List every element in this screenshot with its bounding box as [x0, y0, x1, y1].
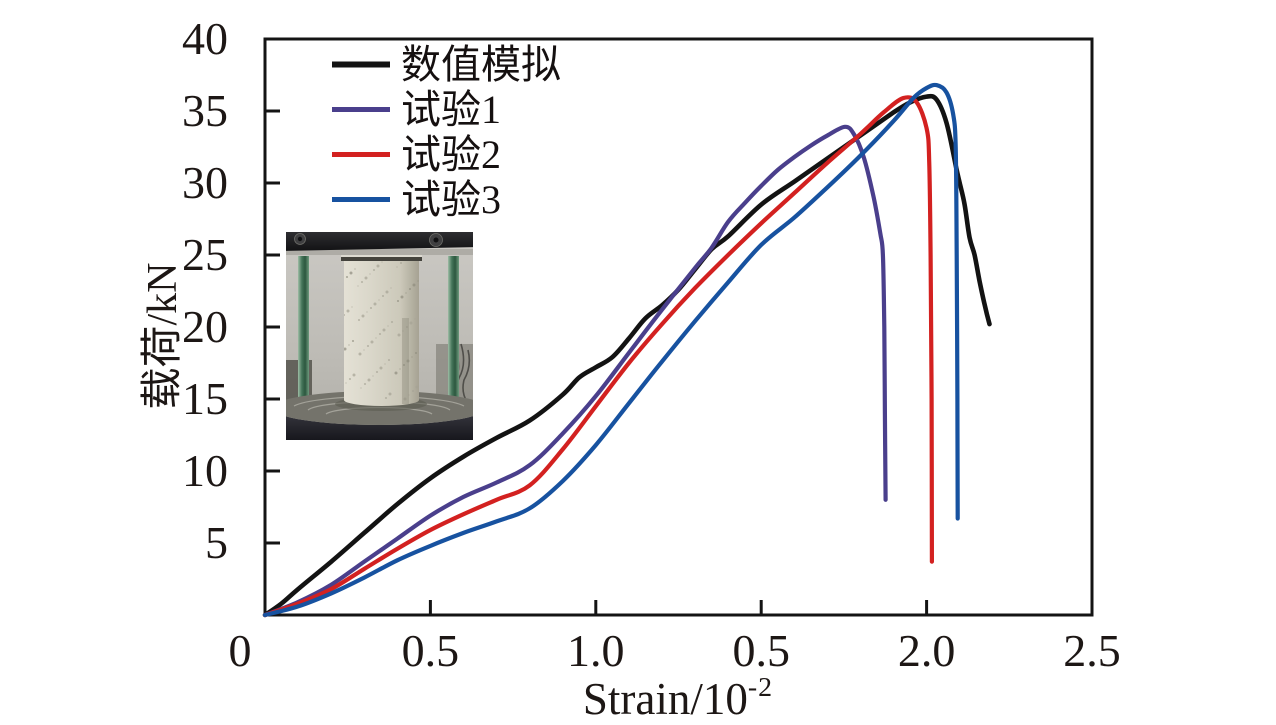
top-platen-underside — [286, 249, 473, 255]
y-tick-label: 10 — [182, 445, 228, 496]
platen-bolt-left-center — [297, 236, 303, 242]
cylinder-streak — [402, 318, 409, 404]
legend-line-icon — [332, 197, 390, 202]
legend-line-icon — [332, 61, 390, 68]
legend-line-icon — [332, 107, 390, 112]
support-rod-right — [448, 256, 459, 404]
bottom-platen-side — [286, 416, 473, 440]
legend-label: 数值模拟 — [401, 42, 561, 87]
curve-series-2 — [262, 95, 934, 618]
x-tick-label: 0.5 — [732, 625, 790, 676]
plot-box — [263, 37, 1094, 617]
y-tick-label: 25 — [182, 229, 228, 280]
legend-label: 试验3 — [401, 177, 501, 222]
y-tick-label: 5 — [205, 517, 228, 568]
legend-item-0: 数值模拟 — [330, 42, 561, 87]
y-tick-label: 35 — [182, 85, 228, 136]
specimen-photo — [286, 232, 473, 440]
x-tick-label: 2.5 — [1063, 625, 1121, 676]
curve-series-3 — [262, 82, 960, 618]
x-axis-label-exponent: -2 — [747, 672, 774, 703]
y-tick-label: 30 — [182, 157, 228, 208]
y-tick-label: 20 — [182, 301, 228, 352]
platen-bolt-right-center — [433, 237, 439, 243]
support-rod-left — [298, 256, 309, 404]
legend: 数值模拟 试验1 试验2 试验3 — [330, 42, 561, 222]
concrete-cylinder — [344, 261, 419, 406]
x-axis-label-base: Strain/10 — [582, 674, 748, 724]
x-axis-label: Strain/10-2 — [478, 664, 878, 725]
curve-series-1 — [262, 124, 888, 618]
origin-tick-label: 0 — [228, 625, 252, 676]
legend-item-1: 试验1 — [330, 87, 561, 132]
top-platen — [286, 232, 473, 251]
cylinder-speckles — [344, 261, 419, 401]
legend-label: 试验1 — [401, 87, 501, 132]
y-tick-label: 40 — [182, 13, 228, 64]
legend-label: 试验2 — [401, 132, 501, 177]
y-tick-label: 15 — [182, 373, 228, 424]
legend-item-3: 试验3 — [330, 177, 561, 222]
specimen-photo-graphic — [286, 232, 473, 440]
x-tick-label: 1.0 — [567, 625, 625, 676]
legend-line-icon — [332, 152, 390, 157]
x-tick-label: 0.5 — [401, 625, 460, 676]
cap-plate-highlight — [341, 254, 422, 257]
legend-item-2: 试验2 — [330, 132, 561, 177]
cap-plate — [341, 257, 422, 261]
x-tick-label: 2.0 — [897, 625, 956, 676]
